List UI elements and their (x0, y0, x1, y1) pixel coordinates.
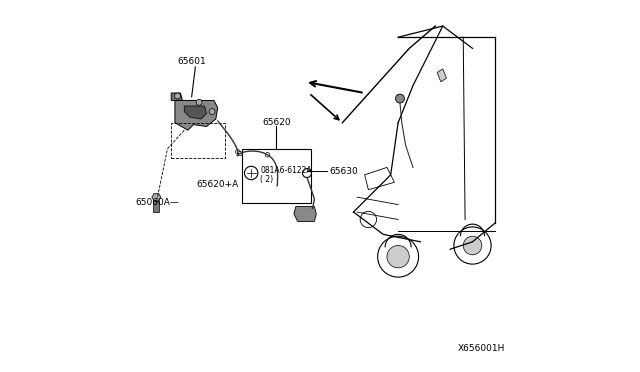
Circle shape (303, 169, 312, 177)
Text: 65060A—: 65060A— (136, 198, 180, 207)
Polygon shape (175, 100, 218, 130)
Circle shape (244, 166, 258, 180)
Circle shape (196, 99, 202, 105)
Circle shape (236, 150, 240, 154)
Polygon shape (184, 106, 207, 119)
Circle shape (387, 246, 409, 268)
Bar (242, 149, 310, 203)
Circle shape (396, 94, 404, 103)
Polygon shape (152, 193, 161, 201)
Text: 65620: 65620 (262, 118, 291, 127)
Text: ( 2): ( 2) (260, 175, 274, 184)
Polygon shape (294, 206, 316, 221)
Circle shape (265, 153, 269, 157)
Circle shape (237, 151, 242, 156)
Bar (154, 201, 159, 212)
Polygon shape (172, 93, 182, 100)
Text: 65620+A: 65620+A (196, 180, 239, 189)
Text: 081A6-6122A: 081A6-6122A (260, 166, 312, 174)
Text: X656001H: X656001H (458, 344, 505, 353)
Text: 65601: 65601 (177, 57, 206, 66)
Text: 65630: 65630 (330, 167, 358, 176)
Circle shape (175, 93, 180, 99)
Bar (172, 123, 225, 158)
Polygon shape (437, 69, 447, 82)
Circle shape (463, 236, 482, 255)
Circle shape (209, 109, 215, 115)
